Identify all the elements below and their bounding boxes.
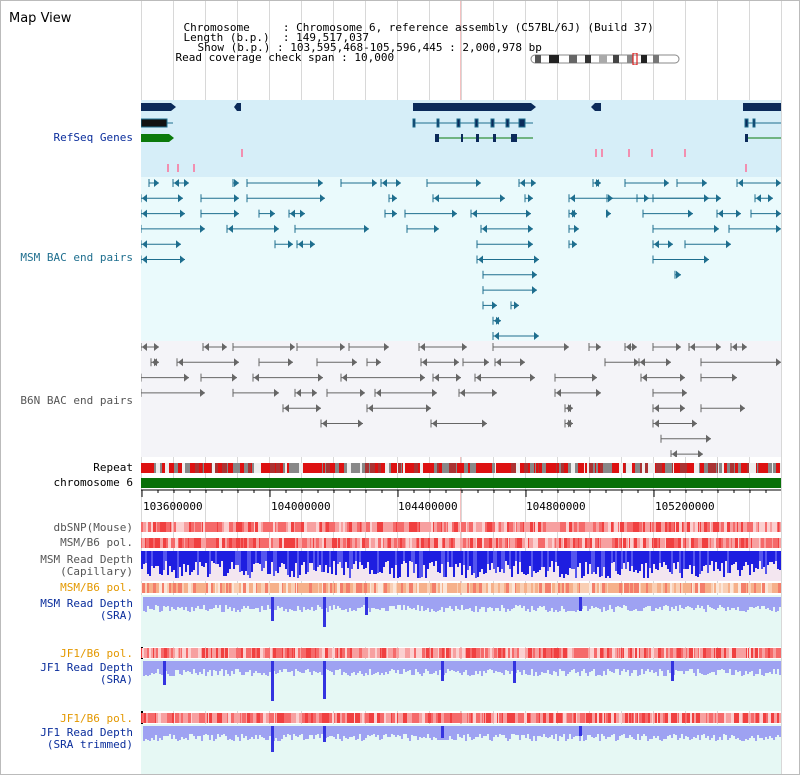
msm-b6-pol-heat-bar-2[interactable] (141, 583, 781, 593)
label-jf1-depth-trim-1: JF1 Read Depth (40, 726, 133, 739)
label-msm-b6-pol-1: MSM/B6 pol. (60, 536, 133, 549)
label-repeat: Repeat (93, 461, 133, 474)
show-label: Show (b.p.) (197, 41, 271, 54)
chromosome-bar[interactable] (141, 478, 781, 488)
label-msm-bac: MSM BAC end pairs (20, 251, 133, 264)
msm-b6-pol-heat-bar-1[interactable] (141, 538, 781, 548)
coverage-value: 10,000 (354, 51, 395, 64)
msm-sra-depth-track[interactable] (141, 595, 781, 647)
axis-tick-label: 104400000 (398, 500, 458, 513)
label-msm-depth-sra-1: MSM Read Depth (40, 597, 133, 610)
gene-row-2 (141, 118, 781, 128)
label-msm-depth-cap-2: (Capillary) (60, 565, 133, 578)
label-jf1-depth-sra-1: JF1 Read Depth (40, 661, 133, 674)
chromosome-ideogram[interactable] (529, 53, 684, 65)
axis-tick-label: 103600000 (143, 500, 203, 513)
label-msm-depth-sra-2: (SRA) (99, 609, 133, 622)
jf1-b6-pol-heat-bar-1[interactable] (141, 648, 781, 658)
coverage-label: Read coverage check span (175, 51, 335, 64)
jf1-b6-pol-heat-bar-2[interactable] (141, 713, 781, 723)
chromosome-value: Chromosome 6, reference assembly (C57BL/… (296, 21, 654, 34)
show-value: 103,595,468-105,596,445 : 2,000,978 bp (290, 41, 542, 54)
msm-bac-track[interactable] (141, 177, 781, 341)
jf1-sra-depth-track[interactable] (141, 659, 781, 711)
label-jf1-b6-pol-1: JF1/B6 pol. (60, 647, 133, 660)
label-jf1-depth-sra-2: (SRA) (99, 673, 133, 686)
repeat-track[interactable] (141, 463, 781, 473)
label-chromosome: chromosome 6 (53, 476, 133, 489)
length-label: Length (b.p.) (183, 31, 270, 44)
gene-row-3 (141, 134, 781, 142)
label-jf1-depth-trim-2: (SRA trimmed) (46, 738, 133, 751)
label-jf1-b6-pol-2: JF1/B6 pol. (60, 712, 133, 725)
info-length: Length (b.p.) : 149,517,037 (183, 31, 369, 44)
msm-capillary-depth-track[interactable] (141, 551, 781, 581)
length-value: 149,517,037 (296, 31, 369, 44)
label-b6n-bac: B6N BAC end pairs (20, 394, 133, 407)
grid-line (781, 1, 782, 774)
view-title: Map View (9, 11, 72, 26)
dbsnp-heat-bar[interactable] (141, 522, 781, 532)
info-coverage: Read coverage check span : 10,000 (175, 51, 395, 64)
label-msm-b6-pol-2: MSM/B6 pol. (60, 581, 133, 594)
gene-row-1 (141, 103, 781, 111)
position-axis (141, 489, 781, 497)
ideogram-position-marker (632, 53, 638, 65)
label-msm-depth-cap-1: MSM Read Depth (40, 553, 133, 566)
info-show: Show (b.p.) : 103,595,468-105,596,445 : … (197, 41, 542, 54)
axis-tick-label: 104000000 (271, 500, 331, 513)
jf1-sra-trimmed-depth-track[interactable] (141, 724, 781, 775)
refseq-pink-marks (167, 149, 747, 172)
axis-tick-label: 104800000 (526, 500, 586, 513)
b6n-bac-track-bg (141, 341, 781, 457)
info-chromosome: Chromosome : Chromosome 6, reference ass… (183, 21, 654, 34)
label-dbsnp: dbSNP(Mouse) (53, 521, 133, 534)
label-refseq: RefSeq Genes (53, 131, 133, 144)
refseq-genes-track[interactable] (141, 100, 781, 177)
axis-tick-label: 105200000 (655, 500, 715, 513)
b6n-bac-track[interactable] (141, 341, 781, 457)
chromosome-label: Chromosome (183, 21, 250, 34)
